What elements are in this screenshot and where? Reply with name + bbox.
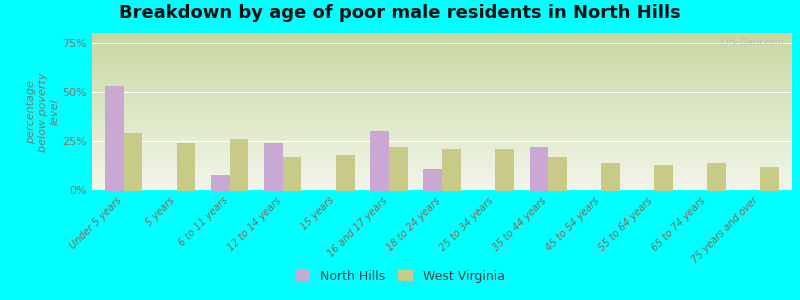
Bar: [283, 157, 302, 190]
Bar: [230, 139, 249, 190]
Bar: [654, 165, 673, 190]
Bar: [336, 155, 354, 190]
Bar: [760, 167, 778, 190]
Legend: North Hills, West Virginia: North Hills, West Virginia: [290, 265, 510, 288]
Text: Breakdown by age of poor male residents in North Hills: Breakdown by age of poor male residents …: [119, 4, 681, 22]
Bar: [124, 134, 142, 190]
Bar: [264, 143, 283, 190]
Bar: [370, 131, 389, 190]
Y-axis label: percentage
below poverty
level: percentage below poverty level: [26, 72, 60, 152]
Bar: [601, 163, 620, 190]
Bar: [423, 169, 442, 190]
Bar: [442, 149, 461, 190]
Bar: [211, 175, 230, 190]
Bar: [495, 149, 514, 190]
Text: City-Data.com: City-Data.com: [721, 38, 785, 47]
Bar: [389, 147, 407, 190]
Bar: [106, 86, 124, 190]
Bar: [530, 147, 548, 190]
Bar: [707, 163, 726, 190]
Bar: [548, 157, 566, 190]
Bar: [177, 143, 195, 190]
